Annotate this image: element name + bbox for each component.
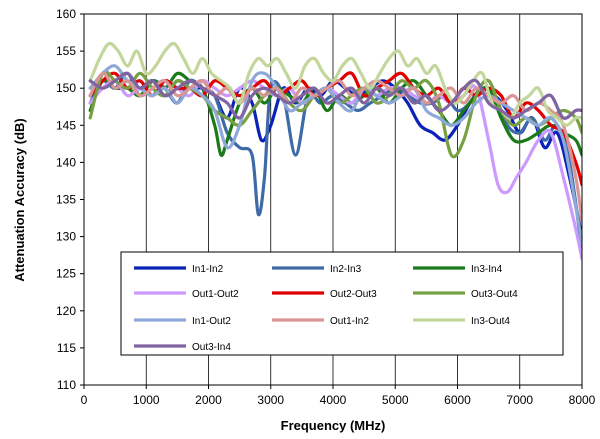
x-tick-label: 1000 (133, 393, 160, 407)
legend-box (120, 251, 564, 356)
y-tick-label: 115 (57, 341, 76, 355)
legend-label: In1-Out2 (192, 316, 231, 327)
y-tick-label: 140 (56, 155, 76, 169)
legend-label: In2-In3 (330, 264, 362, 275)
x-tick-label: 6000 (444, 393, 471, 407)
x-tick-label: 3000 (257, 393, 284, 407)
series-line-in1-out2 (88, 64, 582, 246)
y-tick-label: 160 (56, 7, 76, 21)
legend-label: In1-In2 (192, 264, 224, 275)
legend-label: Out1-Out2 (192, 289, 239, 300)
x-tick-label: 0 (81, 393, 88, 407)
y-tick-label: 155 (56, 44, 76, 58)
legend-label: In3-In4 (471, 264, 503, 275)
y-tick-label: 150 (56, 81, 76, 95)
y-axis-title: Attenuation Accuracy (dB) (12, 118, 27, 281)
legend-label: Out1-In2 (330, 316, 369, 327)
series-line-in1-in2 (88, 79, 582, 239)
series-line-out3-in4 (88, 71, 582, 120)
x-tick-label: 4000 (320, 393, 347, 407)
x-axis-ticks: 0 1000 2000 3000 4000 5000 6000 7000 8000 (81, 385, 596, 407)
series-layer (88, 41, 582, 261)
x-tick-label: 7000 (506, 393, 533, 407)
y-tick-label: 125 (56, 267, 76, 281)
y-tick-label: 145 (56, 118, 76, 132)
y-axis-ticks: 110 115 120 125 130 135 140 145 150 155 160 (56, 7, 84, 392)
legend: In1-In2 In2-In3 In3-In4 Out1-Out2 Out2-Out3 O… (120, 251, 564, 356)
y-tick-label: 110 (57, 378, 76, 392)
y-tick-label: 120 (56, 304, 76, 318)
series-line-in3-in4 (88, 71, 582, 158)
x-tick-label: 8000 (569, 393, 596, 407)
y-tick-label: 130 (56, 230, 76, 244)
legend-label: Out3-In4 (192, 342, 231, 353)
legend-label: Out2-Out3 (330, 289, 377, 300)
y-tick-label: 135 (56, 193, 76, 207)
legend-label: In3-Out4 (471, 316, 510, 327)
legend-label: Out3-Out4 (471, 289, 518, 300)
x-tick-label: 5000 (382, 393, 409, 407)
x-tick-label: 2000 (195, 393, 222, 407)
x-axis-title: Frequency (MHz) (281, 418, 386, 433)
